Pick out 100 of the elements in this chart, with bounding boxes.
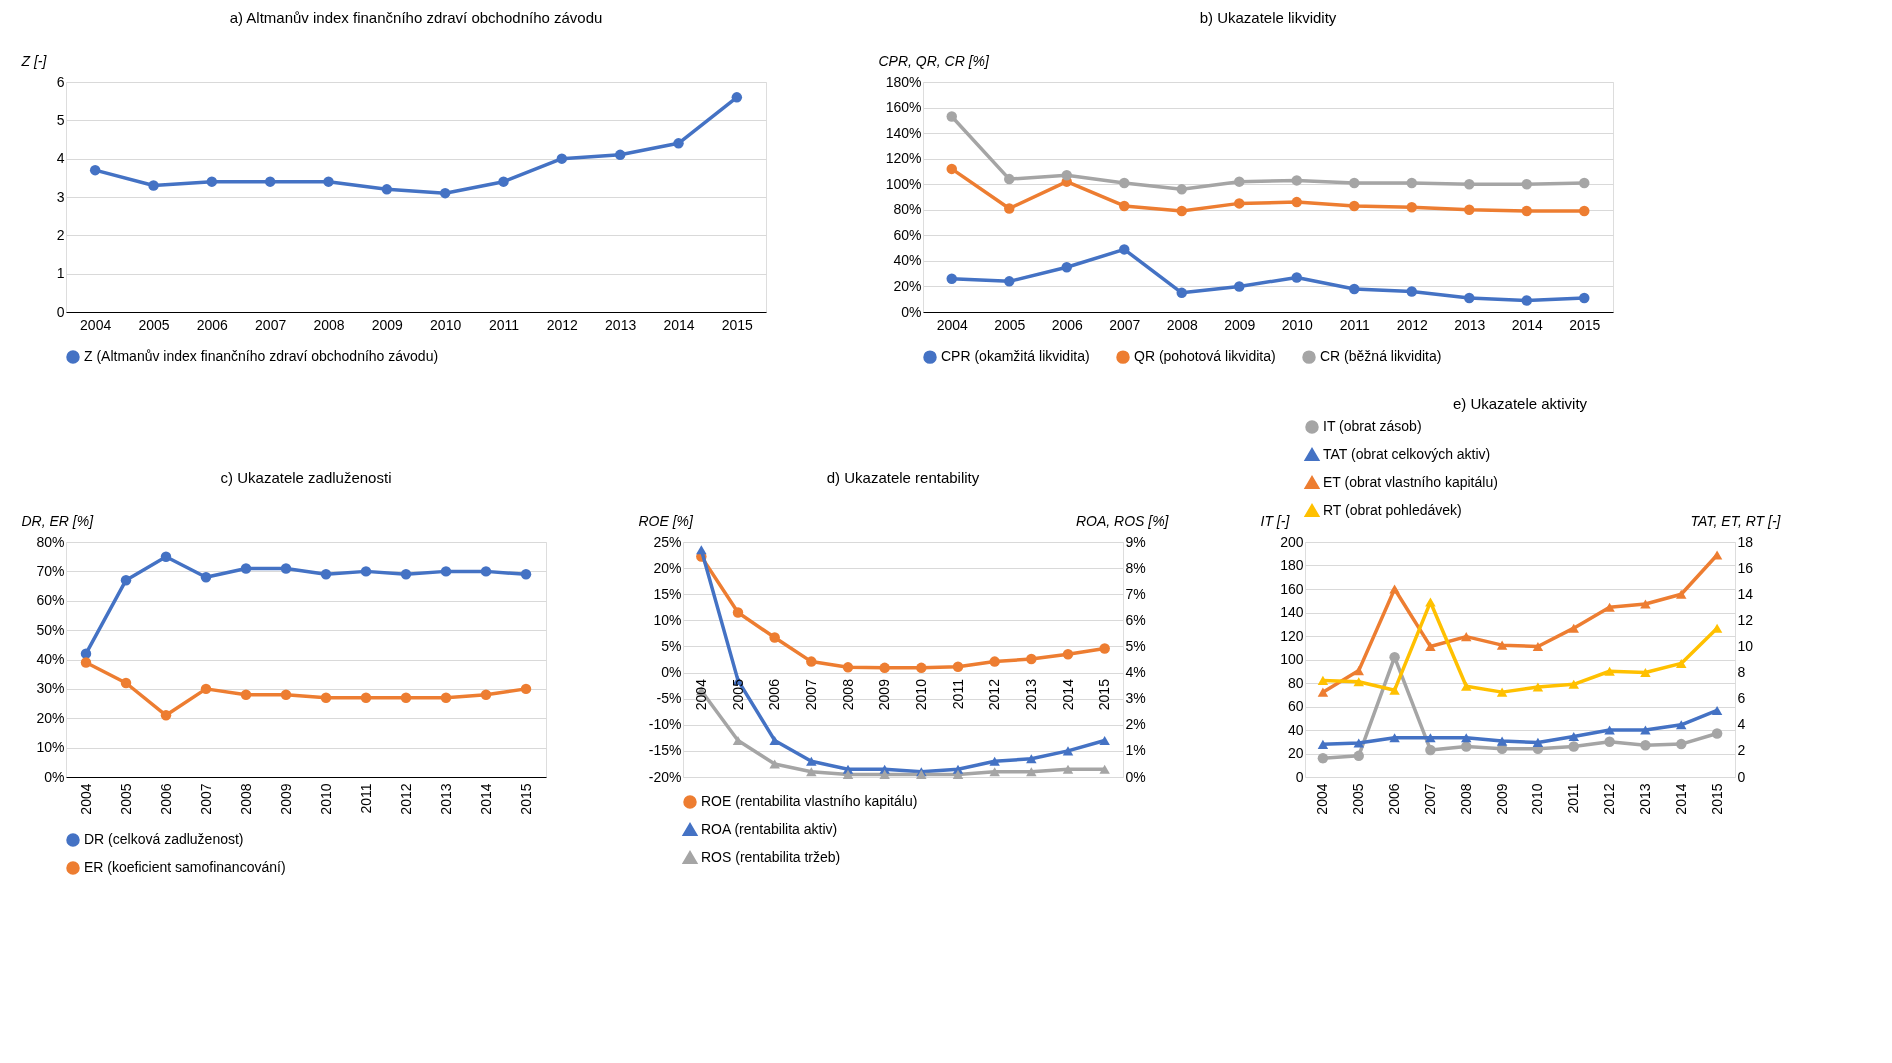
point [1176,287,1187,299]
point [1389,685,1400,695]
x-tick-label: 2011 [488,316,520,333]
point [381,184,393,195]
point [240,689,252,700]
point [1711,728,1723,739]
legend-label: IT (obrat zásob) [1323,418,1422,434]
point [1604,736,1615,747]
point [1604,602,1615,612]
point [200,683,212,695]
point [1349,200,1360,212]
x-tick-label: 2012 [1396,316,1429,333]
point [1406,201,1417,213]
y-tick-label: 60% [36,592,65,609]
point [1461,733,1472,743]
point [400,569,412,580]
y-tick-label: 20% [36,709,65,726]
point [1234,176,1245,187]
point [1061,170,1072,181]
y2-tick-label: 5% [1125,637,1146,654]
x-tick-label: 2015 [1708,783,1725,815]
y-tick-label: 120% [885,150,922,167]
point [1711,550,1723,560]
point [80,657,92,668]
point [1521,205,1532,217]
point [1640,599,1651,609]
x-tick-label: 2008 [1457,783,1474,815]
x-tick-label: 2008 [1166,316,1199,333]
y-tick-label: 20% [653,559,682,576]
point [1026,767,1037,777]
point [731,92,743,103]
point [1604,666,1615,676]
point [480,689,492,700]
legend-label: CR (běžná likvidita) [1320,348,1442,365]
point [879,662,890,674]
point [1349,283,1360,295]
y2-tick-label: 0 [1737,768,1746,785]
x-tick-label: 2013 [1022,678,1039,711]
legend-label: Z (Altmanův index finančního zdraví obchodního závodu) [84,348,439,364]
point [1353,750,1364,762]
point [1389,733,1400,743]
legend-label: ET (obrat vlastního kapitálu) [1323,474,1498,490]
y2-tick-label: 4 [1737,716,1746,733]
y-tick-label: 0% [44,768,65,785]
y-tick-label: 40 [1287,721,1304,738]
x-tick-label: 2005 [729,678,746,711]
y-tick-label: 1 [56,265,65,282]
y-axis-title: Z [-] [20,52,48,69]
point [1061,262,1072,273]
chart-title: e) Ukazatele aktivity [1452,395,1588,412]
point [1461,681,1472,691]
point [952,661,964,673]
y-tick-label: 0 [1295,768,1304,785]
x-tick-label: 2009 [1224,316,1256,333]
y-tick-label: 40% [36,651,65,667]
y2-tick-label: 2 [1737,742,1746,759]
point [1291,196,1302,208]
point [1568,731,1579,742]
point [1496,640,1508,650]
point [160,710,172,721]
y-tick-label: 50% [36,621,65,638]
point [1353,738,1364,748]
y-tick-label: 100 [1280,651,1304,667]
x-tick-label: 2005 [138,316,170,333]
y-tick-label: 200 [1280,533,1304,550]
x-tick-label: 2012 [986,678,1003,711]
y-tick-label: 10% [36,739,65,756]
point [1389,651,1400,663]
point [440,566,452,577]
point [1119,177,1130,189]
point [439,187,451,199]
y-tick-label: 160 [1280,580,1304,597]
point [1317,739,1329,749]
point [1119,244,1130,255]
y-tick-label: 140% [885,124,922,141]
y-axis-title: IT [-] [1260,512,1291,529]
y-axis-title: CPR, QR, CR [%] [878,52,991,69]
point [120,574,132,586]
x-tick-label: 2013 [437,783,454,815]
x-tick-label: 2013 [1636,783,1653,815]
point [1389,584,1400,594]
point [1062,649,1074,660]
point [1676,738,1687,750]
point [1464,178,1475,190]
x-tick-label: 2006 [157,783,174,815]
y2-tick-label: 3% [1125,690,1146,707]
chart-title: d) Ukazatele rentability [826,469,980,486]
y2-tick-label: 9% [1125,533,1146,550]
x-tick-label: 2012 [546,316,579,333]
x-tick-label: 2004 [936,316,969,333]
point [1461,632,1472,642]
x-tick-label: 2007 [1421,783,1438,815]
point [1464,204,1475,216]
point [520,569,532,580]
point [1496,736,1508,746]
point [806,656,817,667]
y-tick-label: -20% [648,768,682,785]
point [1062,746,1074,756]
x-tick-label: 2006 [1386,783,1403,815]
y-tick-label: 15% [653,585,682,602]
